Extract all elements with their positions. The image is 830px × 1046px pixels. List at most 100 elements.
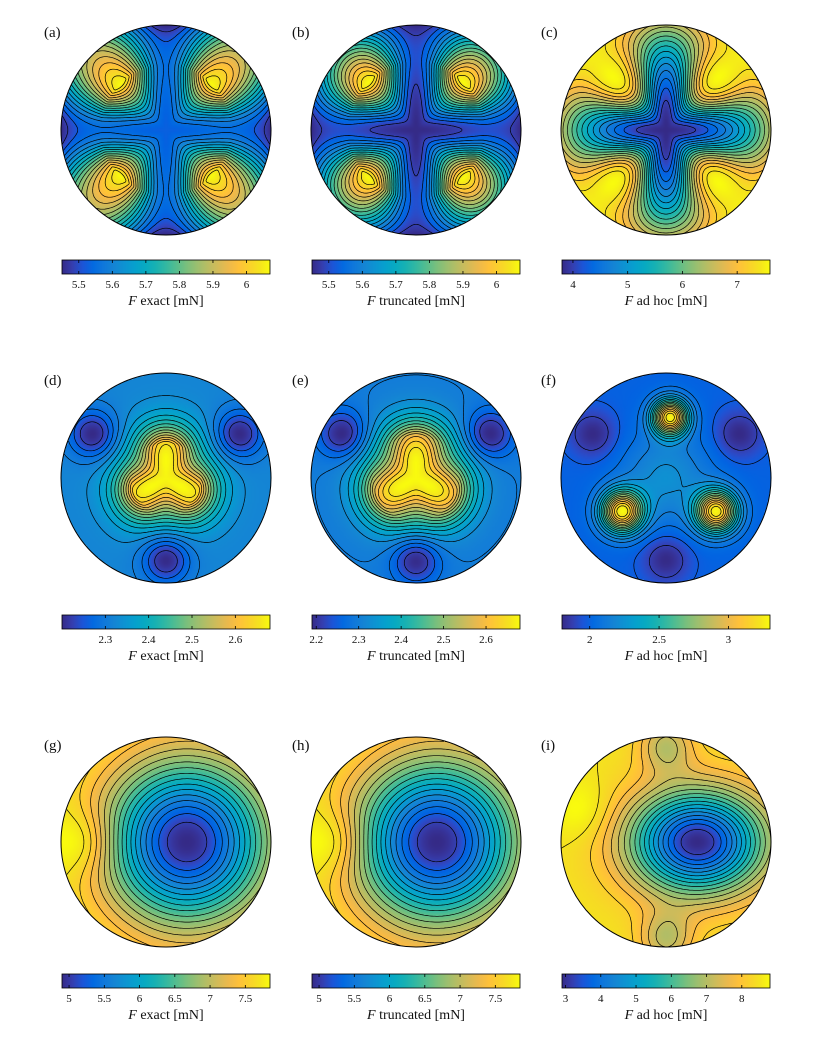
- contour-fill-h: [311, 737, 521, 947]
- contour-line: [347, 407, 485, 536]
- contour-line: [98, 62, 234, 198]
- colorbar-tick-label: 2: [587, 634, 593, 646]
- contour-lines-f: [563, 385, 769, 581]
- colorbar-label: F truncated [mN]: [366, 294, 465, 309]
- contour-line: [602, 400, 736, 532]
- panel-c: (c) 4 5 6 7 F ad hoc [mN]: [541, 24, 772, 309]
- colorbar-tick-label: 3: [726, 634, 732, 646]
- contour-line: [395, 800, 479, 884]
- colorbar-gradient: [311, 614, 521, 630]
- contour-line: [354, 748, 487, 936]
- contour-line: [123, 432, 209, 513]
- colorbar-tick-label: 6.5: [418, 993, 432, 1005]
- panel-g: (g) 5 5.5 6 6.5 7 7.5 F exact [mN]: [44, 736, 272, 1023]
- contour-line: [590, 742, 734, 942]
- contour-line: [623, 87, 709, 173]
- contour-lines-d: [63, 395, 269, 583]
- domain-outline-f: [560, 372, 772, 584]
- colorbar-label: F truncated [mN]: [366, 649, 465, 664]
- contour-line: [598, 397, 740, 535]
- contour-line: [571, 35, 761, 225]
- colorbar-i: 3 4 5 6 7 8 F ad hoc [mN]: [561, 973, 771, 1023]
- contour-line: [587, 51, 745, 209]
- contour-line: [326, 40, 506, 220]
- contour-line: [606, 70, 726, 190]
- colorbar-label: F ad hoc [mN]: [624, 294, 708, 309]
- contour-line: [117, 767, 262, 917]
- colorbar-tick-label: 4: [570, 279, 576, 291]
- panel-label-a: (a): [44, 25, 61, 41]
- contour-line: [359, 755, 514, 929]
- contour-line: [357, 416, 475, 528]
- colorbar-tick-label: 5.5: [347, 993, 361, 1005]
- contour-line: [667, 819, 728, 865]
- contour-line: [604, 401, 735, 530]
- contour-line: [581, 45, 751, 215]
- colorbar-tick-label: 6: [387, 993, 393, 1005]
- colorbar-tick-label: 6.5: [168, 993, 182, 1005]
- contour-line: [71, 35, 261, 225]
- contour-fill-a: [61, 25, 271, 235]
- contour-line: [567, 31, 765, 229]
- contour-line: [117, 426, 215, 518]
- colorbar-h: 5 5.5 6 6.5 7 7.5 F truncated [mN]: [311, 973, 521, 1023]
- contour-line: [614, 78, 718, 182]
- colorbar-tick-label: 6: [669, 993, 675, 1005]
- contour-line: [121, 772, 257, 912]
- contour-line: [612, 408, 726, 522]
- colorbar-tick-label: 2.5: [185, 634, 199, 646]
- contour-line: [653, 807, 742, 877]
- contour-line: [321, 35, 511, 225]
- contour-line: [385, 789, 490, 895]
- contour-line: [68, 408, 264, 583]
- contour-line: [574, 416, 758, 578]
- colorbar-tick-label: 7: [457, 993, 463, 1005]
- colorbar-tick-label: 5: [316, 993, 322, 1005]
- colorbar-gradient: [561, 973, 771, 989]
- contour-line: [367, 767, 512, 917]
- colorbar-tick-label: 4: [598, 993, 604, 1005]
- colorbar-f: 2 2.5 3 F ad hoc [mN]: [561, 614, 771, 664]
- panel-d: (d) 2.3 2.4 2.5 2.6 F exact [mN]: [44, 372, 272, 664]
- contour-line: [662, 815, 733, 869]
- contour-line: [610, 407, 728, 524]
- contour-line: [109, 755, 264, 929]
- contour-line: [596, 395, 742, 537]
- panel-label-b: (b): [292, 25, 310, 41]
- contour-line: [136, 444, 196, 498]
- contour-line: [353, 412, 479, 532]
- contour-line: [376, 778, 501, 906]
- contour-lines-h: [316, 737, 518, 947]
- contour-line: [145, 800, 229, 884]
- contour-line: [132, 441, 200, 503]
- contour-fill-i: [561, 737, 771, 947]
- domain-outline-i: [560, 736, 772, 948]
- contour-line: [99, 408, 233, 534]
- colorbar-label: F exact [mN]: [127, 294, 203, 309]
- colorbar-tick-label: 7: [207, 993, 213, 1005]
- contour-line: [352, 66, 480, 194]
- contour-fill-g: [61, 737, 271, 947]
- colorbar-tick-label: 5.9: [206, 279, 220, 291]
- panel-label-f: (f): [541, 373, 556, 389]
- contour-line: [372, 431, 460, 513]
- colorbar-tick-label: 5.5: [97, 993, 111, 1005]
- contour-fill-e: [311, 373, 521, 583]
- contour-line: [369, 428, 463, 516]
- contour-line: [66, 30, 266, 230]
- contour-line: [562, 26, 770, 234]
- contour-line: [378, 436, 454, 506]
- contour-lines-b: [312, 26, 520, 234]
- colorbar-a: 5.5 5.6 5.7 5.8 5.9 6 F exact [mN]: [61, 259, 271, 309]
- colorbar-label: F exact [mN]: [127, 1008, 203, 1023]
- contour-line: [380, 783, 496, 901]
- colorbar-tick-label: 7: [734, 279, 740, 291]
- colorbar-d: 2.3 2.4 2.5 2.6 F exact [mN]: [61, 614, 271, 664]
- domain-outline-h: [310, 736, 522, 948]
- panel-f: (f) 2 2.5 3 F ad hoc [mN]: [541, 372, 772, 664]
- contour-line: [135, 789, 240, 895]
- contour-line: [140, 794, 235, 890]
- colorbar-gradient: [311, 973, 521, 989]
- colorbar-e: 2.2 2.3 2.4 2.5 2.6 F truncated [mN]: [309, 614, 521, 664]
